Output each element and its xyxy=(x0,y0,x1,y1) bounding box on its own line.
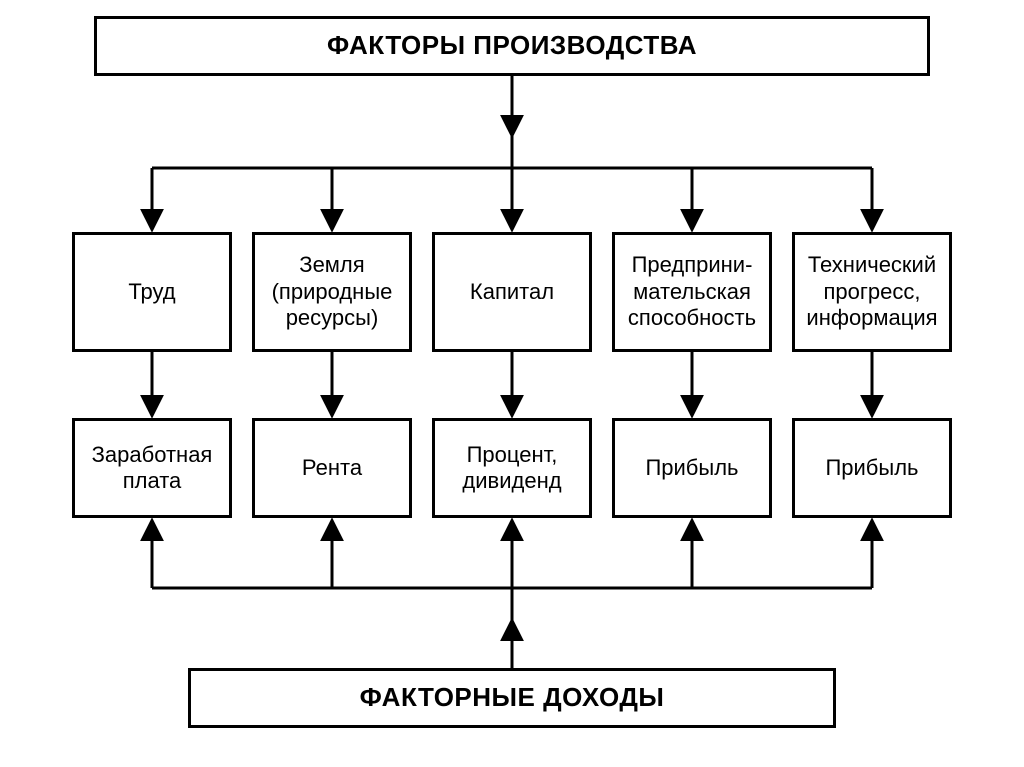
title-top-text: ФАКТОРЫ ПРОИЗВОДСТВА xyxy=(327,30,697,61)
income-box-4: Прибыль xyxy=(792,418,952,518)
connectors-svg xyxy=(0,0,1024,767)
factor-box-3: Предприни-мательскаяспособность xyxy=(612,232,772,352)
factor-box-2: Капитал xyxy=(432,232,592,352)
diagram-canvas: ФАКТОРЫ ПРОИЗВОДСТВА Труд Земля(природны… xyxy=(0,0,1024,767)
factor-label-2: Капитал xyxy=(470,279,554,305)
factor-label-3: Предприни-мательскаяспособность xyxy=(628,252,756,331)
income-label-0: Заработнаяплата xyxy=(92,442,213,495)
income-label-4: Прибыль xyxy=(825,455,918,481)
factor-box-0: Труд xyxy=(72,232,232,352)
title-bottom-box: ФАКТОРНЫЕ ДОХОДЫ xyxy=(188,668,836,728)
title-bottom-text: ФАКТОРНЫЕ ДОХОДЫ xyxy=(360,682,665,713)
income-box-3: Прибыль xyxy=(612,418,772,518)
income-box-0: Заработнаяплата xyxy=(72,418,232,518)
title-top-box: ФАКТОРЫ ПРОИЗВОДСТВА xyxy=(94,16,930,76)
factor-box-4: Техническийпрогресс,информация xyxy=(792,232,952,352)
income-label-2: Процент,дивиденд xyxy=(462,442,561,495)
factor-box-1: Земля(природныересурсы) xyxy=(252,232,412,352)
factor-label-0: Труд xyxy=(128,279,175,305)
income-box-1: Рента xyxy=(252,418,412,518)
income-label-1: Рента xyxy=(302,455,362,481)
factor-label-1: Земля(природныересурсы) xyxy=(272,252,393,331)
factor-label-4: Техническийпрогресс,информация xyxy=(806,252,937,331)
income-box-2: Процент,дивиденд xyxy=(432,418,592,518)
income-label-3: Прибыль xyxy=(645,455,738,481)
